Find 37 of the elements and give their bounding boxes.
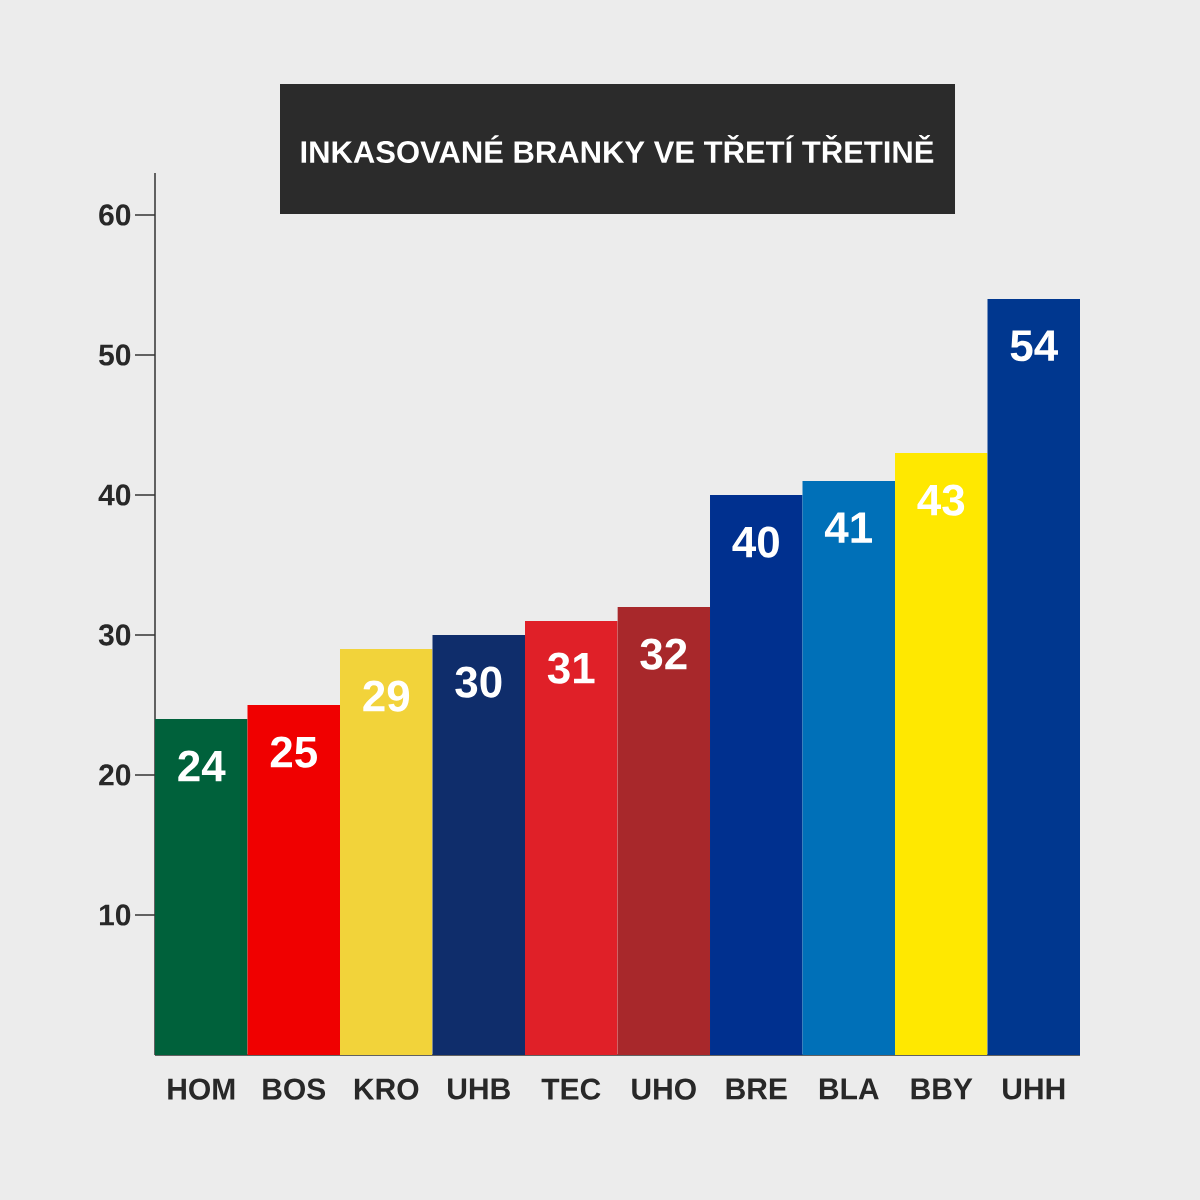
data-label: 31 — [547, 652, 595, 684]
x-tick-label: BLA — [819, 1078, 879, 1100]
bar — [525, 621, 618, 1055]
data-label: 54 — [1010, 330, 1058, 362]
x-tick-label: HOM — [168, 1078, 235, 1100]
x-tick-label: BRE — [726, 1078, 787, 1100]
y-tick-label: 20 — [99, 764, 131, 786]
bar — [155, 719, 248, 1055]
y-tick-label: 50 — [99, 344, 131, 366]
bar — [617, 607, 711, 1055]
data-label: 32 — [640, 638, 687, 670]
y-tick-label: 30 — [98, 624, 131, 646]
x-tick-label: KRO — [354, 1078, 419, 1100]
bar — [987, 299, 1081, 1055]
data-label: 25 — [270, 736, 317, 768]
bar — [247, 705, 340, 1055]
x-tick-label: UHO — [632, 1078, 696, 1100]
bar — [432, 635, 526, 1055]
data-label: 30 — [455, 666, 502, 698]
y-tick-label: 10 — [99, 904, 131, 926]
bar — [340, 649, 433, 1055]
x-tick-label: BBY — [911, 1078, 973, 1100]
chart-title: INKASOVANÉ BRANKY VE TŘETÍ TŘETINĚ — [301, 134, 934, 164]
bar — [802, 480, 896, 1055]
bar — [710, 495, 803, 1055]
x-tick-label: TEC — [541, 1078, 601, 1100]
bar — [895, 453, 988, 1055]
x-tick-label: UHH — [1003, 1078, 1065, 1100]
x-tick-label: UHB — [448, 1078, 510, 1100]
data-label: 43 — [917, 484, 965, 516]
x-tick-label: BOS — [263, 1078, 326, 1100]
y-tick-label: 40 — [98, 484, 131, 506]
data-label: 24 — [178, 750, 226, 782]
data-label: 29 — [363, 680, 410, 712]
data-label: 40 — [732, 526, 779, 558]
data-label: 41 — [824, 512, 872, 543]
y-tick-label: 60 — [99, 204, 131, 226]
